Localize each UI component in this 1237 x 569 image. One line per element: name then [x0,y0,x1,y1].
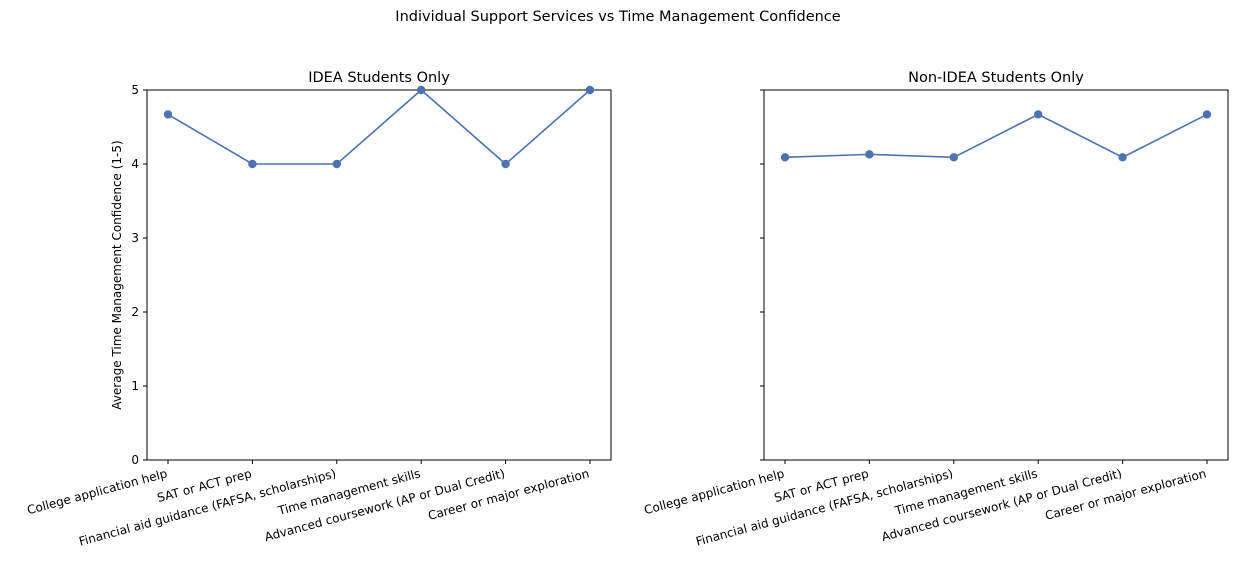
panel-1-point [417,85,426,95]
panel-1-ytick-label: 0 [131,453,139,467]
panel-1-point [501,159,510,169]
panel-1-frame [146,89,612,461]
panel-2-point [1118,153,1127,162]
panel-1-series-line [167,88,591,166]
figure-title: Individual Support Services vs Time Mana… [395,9,840,25]
panel-2-frame [763,89,1229,461]
panel-1-xtick-label: College application help [26,466,169,517]
panel-1-point [248,159,257,169]
panel-2-point [865,150,874,159]
panel-2-point [1034,110,1043,119]
panel-1-ytick-label: 3 [131,231,139,245]
panel-1-ytick-label: 1 [131,379,139,393]
panel-2-point [1202,110,1212,119]
panel-2-xtick-label: College application help [643,466,786,517]
panel-2-title: Non-IDEA Students Only [908,70,1084,86]
panel-1-ylabel: Average Time Management Confidence (1-5) [110,140,124,409]
panel-1-point [585,85,595,95]
panel-1-ytick-label: 2 [131,305,139,319]
panel-2-series-line [784,113,1208,159]
panel-1-point [332,159,341,169]
panel-2-point [949,153,958,162]
panel-1-ytick-label: 4 [131,157,139,171]
panel-1-title: IDEA Students Only [308,70,450,86]
panel-2-point [780,153,790,162]
panel-1-ytick-label: 5 [131,83,139,97]
panel-1-point [163,110,173,119]
